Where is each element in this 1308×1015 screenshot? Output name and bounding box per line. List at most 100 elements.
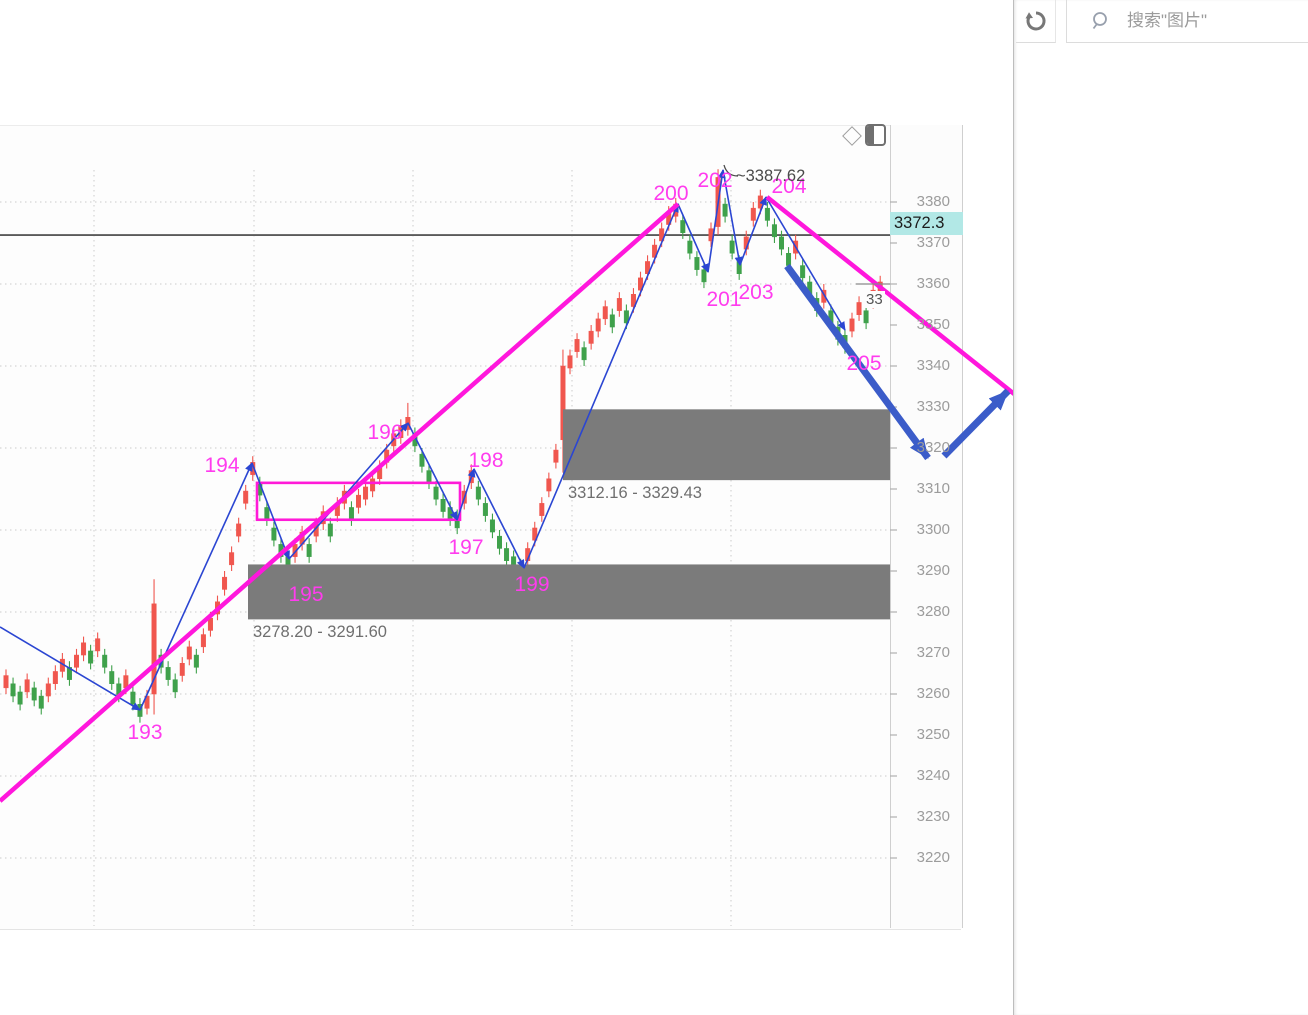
y-axis-tick-label: 3250 xyxy=(916,726,950,743)
candle-body xyxy=(193,654,199,668)
swing-label: 204 xyxy=(771,175,807,198)
peak-callout-line xyxy=(723,164,739,177)
candle-body xyxy=(645,261,651,275)
candle-body xyxy=(588,330,594,344)
candle-body xyxy=(638,277,643,291)
swing-label: 203 xyxy=(738,281,774,304)
swing-zigzag-segment xyxy=(739,196,767,266)
candle-body xyxy=(200,634,206,648)
candle-body xyxy=(102,654,108,668)
current-price-tag: 3372.3 xyxy=(890,212,963,236)
y-axis-tick-label: 3360 xyxy=(916,275,950,292)
candle-body xyxy=(821,289,827,303)
swing-label: 200 xyxy=(653,182,689,205)
candle-body xyxy=(95,638,101,652)
candle-body xyxy=(694,257,700,270)
candle-body xyxy=(581,347,587,361)
peak-callout: ~3387.62 xyxy=(736,167,806,185)
candle-body xyxy=(419,453,425,467)
swing-zigzag-segment xyxy=(407,422,458,521)
candle-body xyxy=(348,507,354,521)
candle-body xyxy=(863,310,869,324)
candle-body xyxy=(10,683,16,697)
panel-toggle-icon[interactable] xyxy=(865,124,886,146)
swing-zigzag-segment xyxy=(473,468,525,569)
y-axis-tick-label: 3230 xyxy=(916,808,950,825)
candle-body xyxy=(370,478,376,492)
candle-body xyxy=(750,207,756,221)
chart-plot-background xyxy=(0,125,961,930)
candle-body xyxy=(504,548,510,562)
y-axis-tick-label: 3290 xyxy=(916,562,950,579)
candle-body xyxy=(31,687,37,701)
candle-body xyxy=(172,679,178,693)
swing-zigzag-segment xyxy=(722,169,743,266)
zone-range-label: 3312.16 - 3329.43 xyxy=(568,484,702,503)
candle-body xyxy=(17,691,23,705)
candle-body xyxy=(222,576,228,590)
swing-label: 196 xyxy=(367,421,403,444)
swing-zigzag-segment xyxy=(456,468,476,521)
candle-body xyxy=(264,507,270,521)
candle-body xyxy=(24,679,30,693)
uptrend-line xyxy=(0,202,680,803)
candle-body xyxy=(546,478,552,492)
candle-body xyxy=(616,298,622,311)
swing-label: 202 xyxy=(697,169,733,192)
candle-body xyxy=(81,642,87,656)
candle-body xyxy=(539,503,545,516)
swing-label: 199 xyxy=(514,573,550,596)
y-axis-tick-label: 3380 xyxy=(916,193,950,210)
swing-label: 205 xyxy=(846,352,882,375)
candle-body xyxy=(243,490,249,504)
candle-body xyxy=(363,486,369,500)
swing-label: 197 xyxy=(448,536,484,559)
candle-body xyxy=(306,544,312,557)
y-axis-tick-label: 3350 xyxy=(916,316,950,333)
candle-body xyxy=(74,654,79,668)
y-axis-tick-label: 3270 xyxy=(916,644,950,661)
refresh-icon xyxy=(1025,11,1045,31)
candle-body xyxy=(729,240,735,254)
y-axis-tick-label: 3370 xyxy=(916,234,950,251)
swing-zigzag-segment xyxy=(251,462,290,560)
candle-body xyxy=(52,671,58,685)
swing-zigzag-segment xyxy=(677,203,709,273)
y-axis-tick-label: 3340 xyxy=(916,357,950,374)
y-axis-tick-label: 3330 xyxy=(916,398,950,415)
y-axis-tick-label: 3240 xyxy=(916,767,950,784)
swing-label: 194 xyxy=(204,454,240,477)
swing-zigzag-segment xyxy=(288,422,409,560)
candle-body xyxy=(356,494,361,508)
candle-body xyxy=(771,224,777,238)
zone-range-label: 3278.20 - 3291.60 xyxy=(253,623,387,642)
swing-zigzag-segment xyxy=(707,169,726,273)
candle-body xyxy=(475,486,481,500)
candle-body xyxy=(38,695,44,709)
candle-body xyxy=(786,253,792,266)
candle-body xyxy=(574,339,580,352)
candle-body xyxy=(680,220,686,233)
candle-body xyxy=(553,449,559,463)
candle-body xyxy=(45,683,51,697)
y-axis-tick-label: 3220 xyxy=(916,849,950,866)
candle-body xyxy=(722,203,728,217)
swing-label: 201 xyxy=(706,288,742,311)
candle-body xyxy=(88,650,94,664)
right-panel xyxy=(1013,0,1308,1015)
supply-zone xyxy=(563,409,890,481)
candle-body xyxy=(687,240,693,254)
candle-body xyxy=(327,523,333,537)
candle-body xyxy=(236,523,242,537)
refresh-button[interactable] xyxy=(1016,0,1056,43)
search-input[interactable] xyxy=(1125,10,1279,32)
search-box[interactable] xyxy=(1066,0,1308,43)
candle-body xyxy=(800,265,806,279)
candle-body xyxy=(560,365,566,441)
candle-body xyxy=(440,499,446,512)
demand-zone xyxy=(248,564,890,620)
candle-body xyxy=(567,355,573,369)
candle-body xyxy=(602,306,608,320)
candle-body xyxy=(489,519,495,533)
